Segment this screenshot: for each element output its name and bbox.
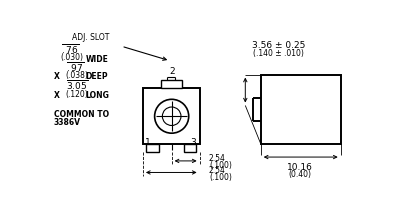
Text: X: X	[54, 91, 60, 100]
Text: $\overline{3.05}$: $\overline{3.05}$	[66, 78, 88, 92]
Text: 2: 2	[169, 67, 174, 76]
Text: (.120): (.120)	[66, 90, 88, 99]
Text: (.038): (.038)	[66, 71, 88, 80]
Text: 3: 3	[190, 138, 196, 147]
Text: 1: 1	[145, 138, 150, 147]
Text: (.100): (.100)	[209, 173, 232, 182]
Bar	[161, 80, 182, 88]
Text: ADJ. SLOT: ADJ. SLOT	[72, 32, 109, 42]
Text: DEEP: DEEP	[86, 72, 108, 82]
Text: 10.16: 10.16	[287, 163, 313, 172]
Text: 2.54: 2.54	[209, 154, 226, 163]
Text: WIDE: WIDE	[86, 55, 108, 64]
Text: $\overline{.97}$: $\overline{.97}$	[66, 60, 84, 74]
Text: (0.40): (0.40)	[289, 170, 312, 179]
Bar	[184, 144, 196, 152]
Bar	[143, 88, 200, 144]
Text: (.100): (.100)	[209, 161, 232, 170]
Text: X: X	[54, 72, 60, 82]
Text: LONG: LONG	[86, 91, 110, 100]
Text: (.030): (.030)	[61, 53, 84, 62]
Bar	[146, 144, 158, 152]
Text: (.140 ± .010): (.140 ± .010)	[253, 49, 304, 58]
Text: 2.54: 2.54	[209, 166, 226, 175]
Text: 3386V: 3386V	[54, 118, 81, 127]
Bar	[261, 75, 341, 144]
Text: $\overline{.76}$: $\overline{.76}$	[61, 42, 79, 56]
Text: COMMON TO: COMMON TO	[54, 110, 109, 119]
Text: 3.56 ± 0.25: 3.56 ± 0.25	[252, 41, 305, 50]
